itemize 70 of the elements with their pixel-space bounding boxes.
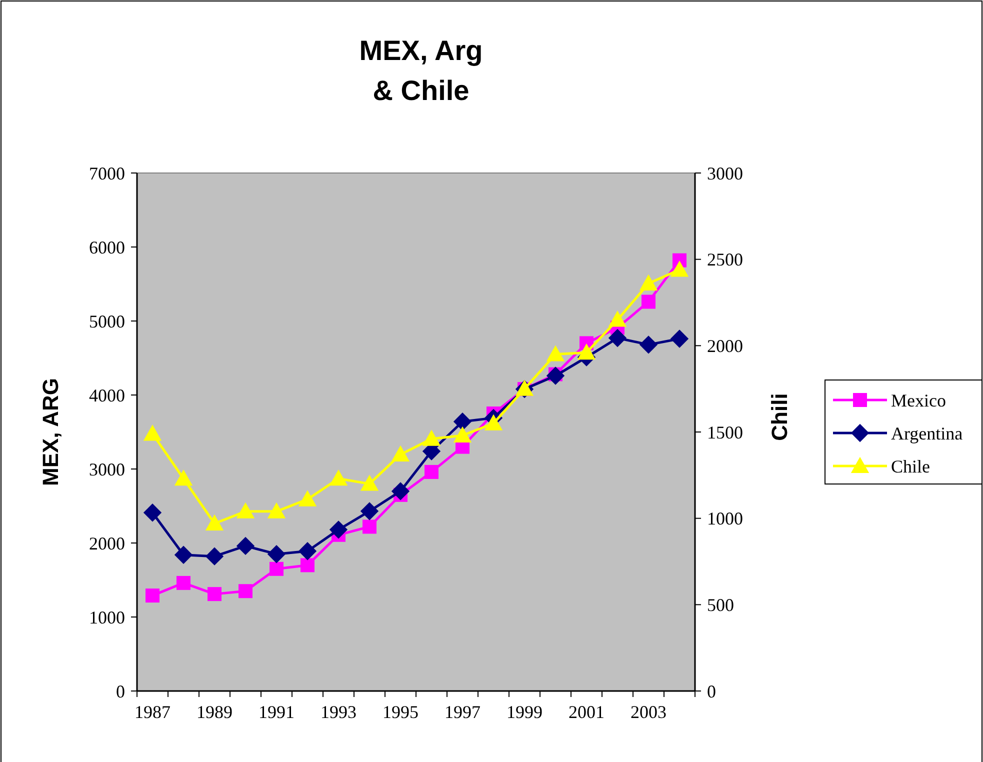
point (270, 562, 284, 576)
y-tick-label: 3000 (89, 459, 125, 480)
x-tick-label: 1999 (506, 702, 542, 722)
x-tick-label: 1989 (196, 702, 232, 722)
point (205, 547, 224, 566)
point (298, 490, 317, 506)
point (329, 520, 348, 539)
point (298, 542, 317, 560)
y-tick-label: 2000 (89, 533, 125, 554)
point (546, 345, 565, 362)
y-axis-title: MEX, ARG (38, 378, 63, 486)
point (143, 424, 162, 441)
y-tick-label: 0 (116, 681, 125, 702)
point (484, 414, 503, 430)
x-tick-label: 1997 (444, 702, 480, 722)
y2-tick-label: 2500 (707, 250, 743, 270)
y-tick-label: 6000 (89, 237, 125, 258)
y2-tick-label: 0 (707, 681, 716, 702)
point (362, 520, 376, 534)
point (422, 430, 441, 446)
point (267, 545, 286, 564)
y-tick-label: 1000 (89, 607, 125, 628)
y2-axis-title: Chili (767, 393, 792, 441)
point (360, 474, 379, 491)
point (143, 504, 162, 522)
x-tick-label: 1995 (382, 702, 418, 722)
point (453, 412, 472, 431)
point (174, 470, 193, 486)
point (360, 502, 379, 520)
point (670, 330, 689, 348)
y2-tick-label: 3000 (707, 163, 743, 184)
point (546, 366, 565, 385)
point (205, 514, 224, 531)
point (391, 445, 410, 462)
point (146, 588, 160, 603)
x-tick-label: 2003 (630, 702, 666, 722)
point (642, 294, 656, 309)
point (639, 336, 658, 354)
point (174, 546, 193, 564)
x-tick-label: 2001 (568, 702, 604, 722)
y2-tick-label: 2000 (707, 336, 743, 356)
y-tick-label: 4000 (89, 385, 125, 406)
y2-tick-label: 500 (707, 594, 734, 615)
point (577, 343, 596, 360)
point (267, 502, 286, 518)
y-tick-label: 5000 (89, 311, 125, 332)
point (329, 470, 348, 486)
y-tick-label: 7000 (89, 163, 125, 184)
point (608, 328, 627, 348)
point (608, 310, 627, 327)
point (639, 274, 658, 291)
point (176, 576, 190, 590)
point (236, 502, 255, 518)
point (453, 426, 472, 442)
point (391, 482, 410, 500)
y2-tick-label: 1500 (707, 422, 743, 442)
legend-label: Argentina (891, 423, 963, 444)
y2-tick-label: 1000 (707, 508, 743, 529)
x-tick-label: 1991 (258, 702, 294, 722)
point (424, 464, 438, 479)
legend-label: Chile (891, 456, 930, 476)
point (238, 584, 252, 598)
x-tick-label: 1987 (134, 702, 170, 722)
point (670, 260, 689, 277)
point (208, 587, 222, 602)
point (300, 558, 314, 572)
chart-title: MEX, Arg & Chile (359, 35, 483, 106)
legend-label: Mexico (891, 390, 946, 410)
x-tick-label: 1993 (320, 702, 356, 722)
point (236, 536, 255, 556)
